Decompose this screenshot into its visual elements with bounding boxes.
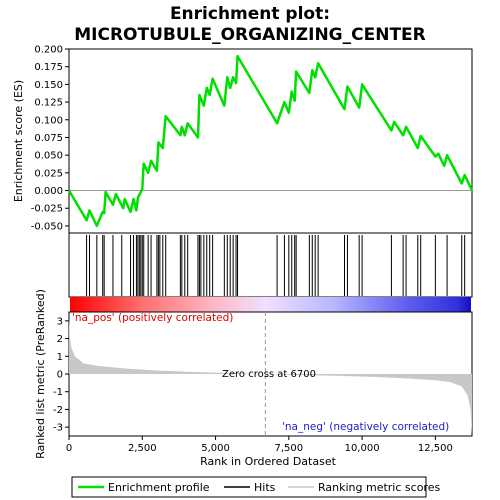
es-ytick-label: 0.025: [34, 168, 63, 179]
x-axis-label: Rank in Ordered Dataset: [200, 455, 337, 468]
x-tick-label: 10,000: [345, 443, 380, 454]
hits-marks: [86, 235, 466, 296]
legend-label-ranking: Ranking metric scores: [318, 481, 440, 494]
es-ytick-label: 0.125: [34, 98, 63, 109]
rank-ytick-label: 2: [57, 334, 63, 345]
rank-ytick-label: 0: [57, 370, 63, 381]
rank-ytick-label: 3: [57, 316, 63, 327]
es-panel-frame: [68, 48, 473, 234]
hits-panel-frame: [68, 232, 473, 298]
rank-ytick-label: -2: [53, 405, 63, 416]
pos-correlated-label: 'na_pos' (positively correlated): [72, 312, 233, 324]
es-panel: 0.200 0.175 0.150 0.125 0.100 0.075 0.050 0.025…: [12, 45, 474, 234]
es-ytick-label: 0.050: [34, 151, 63, 162]
legend-label-enrichment: Enrichment profile: [108, 481, 210, 494]
zero-cross-label: Zero cross at 6700: [222, 369, 316, 380]
es-yticks: 0.200 0.175 0.150 0.125 0.100 0.075 0.050 0.025…: [31, 45, 69, 232]
x-tick-label: 7,500: [274, 443, 303, 454]
chart-title-line1: Enrichment plot:: [170, 4, 330, 24]
es-ylabel: Enrichment score (ES): [12, 80, 25, 202]
es-ytick-label: 0.200: [34, 45, 63, 56]
x-tick-label: 5,000: [201, 443, 230, 454]
es-ytick-label: 0.000: [34, 186, 63, 197]
x-tick-label: 2,500: [128, 443, 157, 454]
hits-panel: [68, 232, 473, 312]
es-ytick-label: 0.100: [34, 115, 63, 126]
legend-label-hits: Hits: [254, 481, 276, 494]
es-ytick-label: 0.150: [34, 80, 63, 91]
neg-correlated-label: 'na_neg' (negatively correlated): [282, 421, 449, 433]
colorbar-strip: [70, 297, 471, 312]
rank-panel: 3 2 1 0 -1 -2 -3 'na_pos' (positively correlat…: [34, 289, 473, 459]
x-tick-label: 12,500: [418, 443, 453, 454]
rank-ylabel: Ranked list metric (PreRanked): [34, 289, 47, 459]
es-ytick-label: 0.175: [34, 62, 63, 73]
es-ytick-label: -0.025: [31, 204, 63, 215]
rank-ytick-label: 1: [57, 352, 63, 363]
es-ytick-label: 0.075: [34, 133, 63, 144]
enrichment-profile-line: [67, 54, 474, 228]
x-tick-label: 0: [66, 443, 72, 454]
rank-ytick-label: -1: [53, 387, 63, 398]
chart-title-line2: MICROTUBULE_ORGANIZING_CENTER: [74, 25, 426, 45]
ranking-metric-area: [69, 317, 472, 435]
x-axis: 0 2,500 5,000 7,500 10,000 12,500: [66, 436, 453, 454]
es-ytick-label: -0.050: [31, 221, 63, 232]
legend: Enrichment profile Hits Ranking metric s…: [71, 476, 440, 498]
rank-yticks: 3 2 1 0 -1 -2 -3: [53, 316, 69, 434]
ranking-colorbar: [70, 297, 471, 312]
rank-ytick-label: -3: [53, 423, 63, 434]
